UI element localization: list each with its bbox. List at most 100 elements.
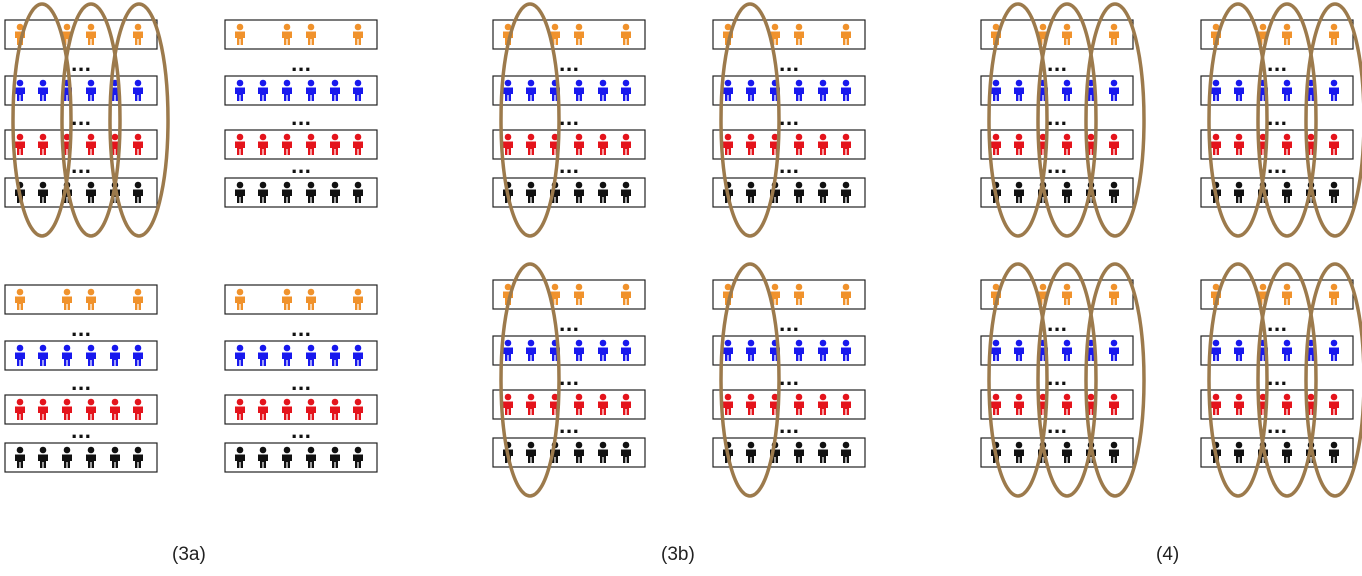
row-box — [1200, 129, 1354, 160]
person-icon — [1062, 79, 1072, 101]
person-icon — [621, 283, 631, 305]
person-icon — [746, 133, 756, 155]
person-icon — [1211, 339, 1221, 361]
person-icon — [306, 398, 316, 420]
row-box — [712, 437, 866, 468]
panel-3b-bottom-left: ......... — [492, 262, 646, 498]
row-box — [980, 177, 1134, 208]
person-icon — [794, 283, 804, 305]
person-icon — [1329, 283, 1339, 305]
person-icon — [1062, 441, 1072, 463]
person-icon — [38, 446, 48, 468]
person-icon — [306, 181, 316, 203]
person-icon — [598, 339, 608, 361]
person-icon — [86, 79, 96, 101]
person-icon — [353, 23, 363, 45]
cluster-ellipse — [987, 2, 1049, 238]
person-icon — [330, 446, 340, 468]
person-icon — [1329, 79, 1339, 101]
group-row — [1200, 279, 1354, 310]
person-icon — [110, 398, 120, 420]
row-box — [4, 394, 158, 425]
cluster-ellipse — [1207, 2, 1269, 238]
person-icon — [574, 393, 584, 415]
ellipsis-dots: ... — [779, 369, 800, 390]
row-box — [492, 75, 646, 106]
cluster-ellipse — [1084, 262, 1146, 498]
person-icon — [841, 79, 851, 101]
ellipsis-dots: ... — [71, 157, 92, 178]
person-icon — [110, 446, 120, 468]
person-icon — [526, 441, 536, 463]
person-icon — [526, 339, 536, 361]
group-row — [980, 389, 1134, 420]
person-icon — [841, 393, 851, 415]
person-icon — [991, 133, 1001, 155]
group-row — [712, 177, 866, 208]
ellipsis-dots: ... — [291, 374, 312, 395]
person-icon — [1329, 133, 1339, 155]
ellipsis-dots: ... — [779, 315, 800, 336]
person-icon — [235, 344, 245, 366]
group-row — [4, 19, 158, 50]
row-box — [4, 340, 158, 371]
person-icon — [598, 181, 608, 203]
row-box — [492, 389, 646, 420]
person-icon — [353, 79, 363, 101]
ellipsis-dots: ... — [1047, 157, 1068, 178]
person-icon — [1062, 23, 1072, 45]
ellipsis-dots: ... — [71, 374, 92, 395]
person-icon — [841, 133, 851, 155]
group-row — [712, 335, 866, 366]
row-box — [980, 437, 1134, 468]
person-icon — [306, 288, 316, 310]
person-icon — [306, 446, 316, 468]
row-box — [980, 129, 1134, 160]
group-row — [224, 129, 378, 160]
row-box — [1200, 279, 1354, 310]
person-icon — [723, 393, 733, 415]
group-row — [1200, 335, 1354, 366]
person-icon — [1014, 441, 1024, 463]
person-icon — [86, 398, 96, 420]
person-icon — [15, 398, 25, 420]
person-icon — [282, 344, 292, 366]
person-icon — [526, 181, 536, 203]
person-icon — [621, 23, 631, 45]
panel-3a-bottom-left: ......... — [4, 284, 158, 473]
person-icon — [818, 133, 828, 155]
caption-3a: (3a) — [172, 544, 206, 565]
person-icon — [1234, 181, 1244, 203]
ellipsis-dots: ... — [1047, 315, 1068, 336]
person-icon — [258, 446, 268, 468]
row-box — [492, 437, 646, 468]
person-icon — [1014, 79, 1024, 101]
person-icon — [133, 398, 143, 420]
ellipsis-dots: ... — [1047, 369, 1068, 390]
person-icon — [330, 79, 340, 101]
group-row — [980, 19, 1134, 50]
person-icon — [794, 133, 804, 155]
person-icon — [133, 133, 143, 155]
ellipsis-dots: ... — [291, 109, 312, 130]
person-icon — [15, 344, 25, 366]
ellipsis-dots: ... — [1267, 369, 1288, 390]
person-icon — [574, 23, 584, 45]
person-icon — [574, 133, 584, 155]
ellipsis-dots: ... — [1267, 315, 1288, 336]
person-icon — [1282, 181, 1292, 203]
person-icon — [598, 393, 608, 415]
person-icon — [86, 344, 96, 366]
person-icon — [1062, 133, 1072, 155]
group-row — [4, 129, 158, 160]
person-icon — [62, 398, 72, 420]
person-icon — [1234, 133, 1244, 155]
row-box — [4, 19, 158, 50]
ellipsis-dots: ... — [1047, 109, 1068, 130]
row-box — [492, 335, 646, 366]
person-icon — [841, 441, 851, 463]
ellipsis-dots: ... — [559, 369, 580, 390]
cluster-ellipse — [1036, 2, 1098, 238]
group-row — [492, 19, 646, 50]
person-icon — [86, 133, 96, 155]
